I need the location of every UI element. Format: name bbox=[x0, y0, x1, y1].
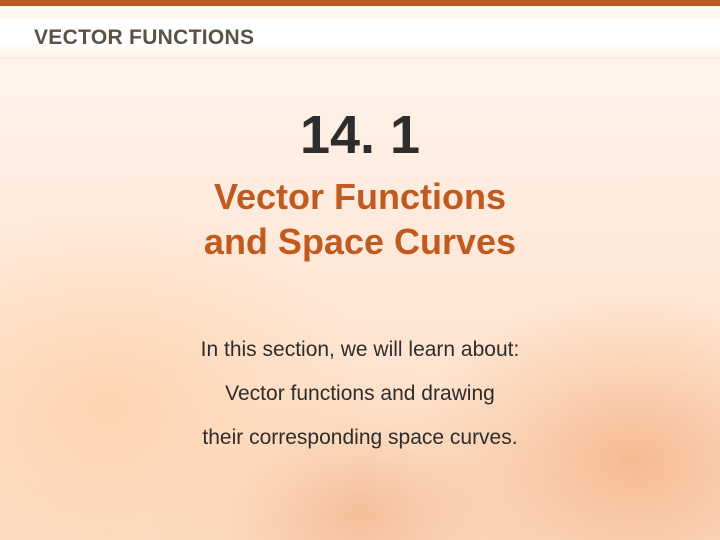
section-number: 14. 1 bbox=[0, 104, 720, 166]
chapter-title: VECTOR FUNCTIONS bbox=[34, 26, 254, 50]
section-title-line-1: Vector Functions bbox=[0, 174, 720, 219]
section-title-line-2: and Space Curves bbox=[0, 219, 720, 264]
slide-content: 14. 1 Vector Functions and Space Curves … bbox=[0, 90, 720, 540]
intro-line-3: their corresponding space curves. bbox=[0, 416, 720, 460]
header-band: VECTOR FUNCTIONS bbox=[0, 18, 720, 58]
section-title: Vector Functions and Space Curves bbox=[0, 174, 720, 264]
intro-text: In this section, we will learn about: Ve… bbox=[0, 328, 720, 460]
intro-line-2: Vector functions and drawing bbox=[0, 372, 720, 416]
intro-line-1: In this section, we will learn about: bbox=[0, 328, 720, 372]
top-accent-bar bbox=[0, 0, 720, 6]
